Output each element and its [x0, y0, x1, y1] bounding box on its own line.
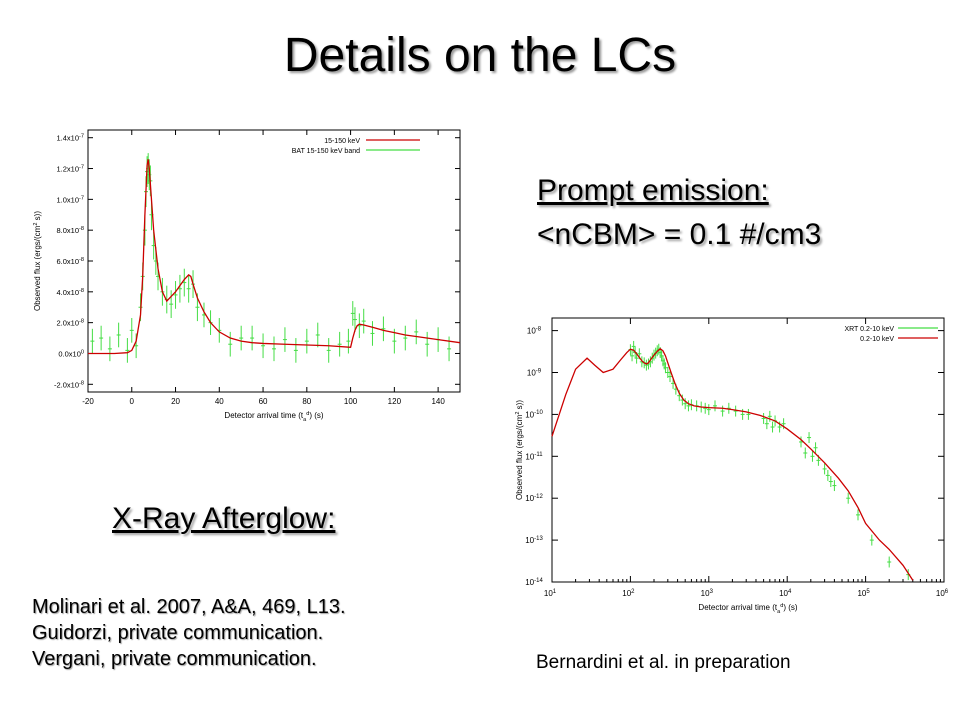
x-tick-label: 104 [779, 589, 792, 598]
y-tick-label: 10-9 [527, 368, 542, 377]
legend-label-data: XRT 0.2-10 keV [844, 326, 894, 333]
y-tick-label: 0.0x100 [58, 349, 84, 358]
x-tick-label: 100 [344, 397, 358, 406]
y-tick-label: 10-13 [525, 536, 543, 545]
y-tick-label: 4.0x10-8 [56, 288, 84, 297]
prompt-emission-heading: Prompt emission: [537, 174, 769, 207]
y-tick-label: 10-11 [525, 452, 543, 461]
chart-credit: Bernardini et al. in preparation [536, 652, 791, 673]
prompt-light-curve-chart: -20 0 20 40 60 80 100 120 140 -2.0x10-8 0.0x100 2.0… [33, 129, 461, 422]
model-curve [88, 159, 461, 355]
y-tick-label: 10-8 [527, 326, 542, 335]
x-axis-label: Detector arrival time (tad) (s) [224, 411, 323, 422]
y-axis-label: Observed flux (ergs/(cm2 s)) [33, 211, 42, 311]
cbm-density-label: <nCBM> = 0.1 #/cm3 [537, 218, 822, 251]
y-tick-label: 10-10 [525, 410, 543, 419]
x-axis-label: Detector arrival time (tad) (s) [698, 603, 797, 615]
y-tick-label: -2.0x10-8 [54, 380, 84, 389]
x-tick-label: 60 [259, 397, 268, 406]
x-tick-label: 102 [622, 589, 635, 598]
y-tick-label: 10-14 [525, 578, 543, 587]
y-axis-label: Observed flux (ergs/(cm2 s)) [515, 400, 524, 500]
legend-label-data: BAT 15-150 keV band [292, 148, 360, 155]
x-tick-label: -20 [82, 397, 94, 406]
reference-item: Vergani, private communication. [32, 648, 317, 670]
xray-afterglow-heading: X-Ray Afterglow: [112, 502, 336, 535]
x-tick-label: 140 [431, 397, 445, 406]
references-list: Molinari et al. 2007, A&A, 469, L13. Gui… [32, 594, 346, 672]
y-tick-label: 2.0x10-8 [56, 319, 84, 328]
x-tick-label: 105 [857, 589, 870, 598]
x-tick-label: 80 [302, 397, 311, 406]
x-tick-label: 20 [171, 397, 180, 406]
model-curve [551, 347, 914, 581]
slide-title: Details on the LCs [283, 29, 677, 82]
x-tick-label: 101 [544, 589, 557, 598]
plot-frame [551, 317, 945, 583]
xray-afterglow-chart: 101 102 103 104 105 106 10-14 10-13 10-12 10-11 10… [515, 317, 949, 615]
x-tick-label: 40 [215, 397, 224, 406]
y-tick-label: 1.0x10-7 [56, 195, 84, 204]
reference-item: Molinari et al. 2007, A&A, 469, L13. [32, 596, 346, 618]
x-tick-label: 0 [130, 397, 135, 406]
y-tick-label: 10-12 [525, 494, 543, 503]
legend-label-model: 15-150 keV [324, 138, 360, 145]
y-tick-label: 6.0x10-8 [56, 257, 84, 266]
y-tick-label: 1.2x10-7 [56, 165, 84, 174]
legend-label-model: 0.2-10 keV [860, 336, 894, 343]
x-tick-label: 103 [701, 589, 714, 598]
x-tick-label: 106 [936, 589, 949, 598]
y-tick-label: 1.4x10-7 [56, 134, 84, 143]
reference-item: Guidorzi, private communication. [32, 622, 324, 644]
x-tick-label: 120 [388, 397, 402, 406]
y-tick-label: 8.0x10-8 [56, 226, 84, 235]
